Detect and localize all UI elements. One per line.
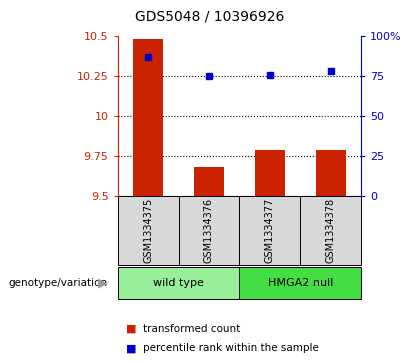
Bar (133, 40, 163, 196)
Text: ■: ■ (126, 323, 136, 334)
Bar (300, 196, 361, 265)
Text: wild type: wild type (153, 278, 204, 288)
Text: percentile rank within the sample: percentile rank within the sample (143, 343, 319, 354)
Text: GSM1334376: GSM1334376 (204, 198, 214, 263)
Bar (239, 196, 300, 265)
Bar (178, 196, 239, 265)
Text: ■: ■ (126, 343, 136, 354)
Text: HMGA2 null: HMGA2 null (268, 278, 333, 288)
Bar (194, 167, 224, 196)
Text: GSM1334378: GSM1334378 (326, 198, 336, 263)
Bar (118, 267, 239, 299)
Text: GDS5048 / 10396926: GDS5048 / 10396926 (135, 9, 285, 23)
Bar (315, 150, 346, 196)
Text: GSM1334375: GSM1334375 (143, 198, 153, 263)
Text: GSM1334377: GSM1334377 (265, 198, 275, 263)
Bar (255, 150, 285, 196)
Bar (118, 196, 178, 265)
Text: genotype/variation: genotype/variation (8, 278, 108, 288)
Text: ▶: ▶ (98, 277, 108, 290)
Text: transformed count: transformed count (143, 323, 240, 334)
Bar (239, 267, 361, 299)
